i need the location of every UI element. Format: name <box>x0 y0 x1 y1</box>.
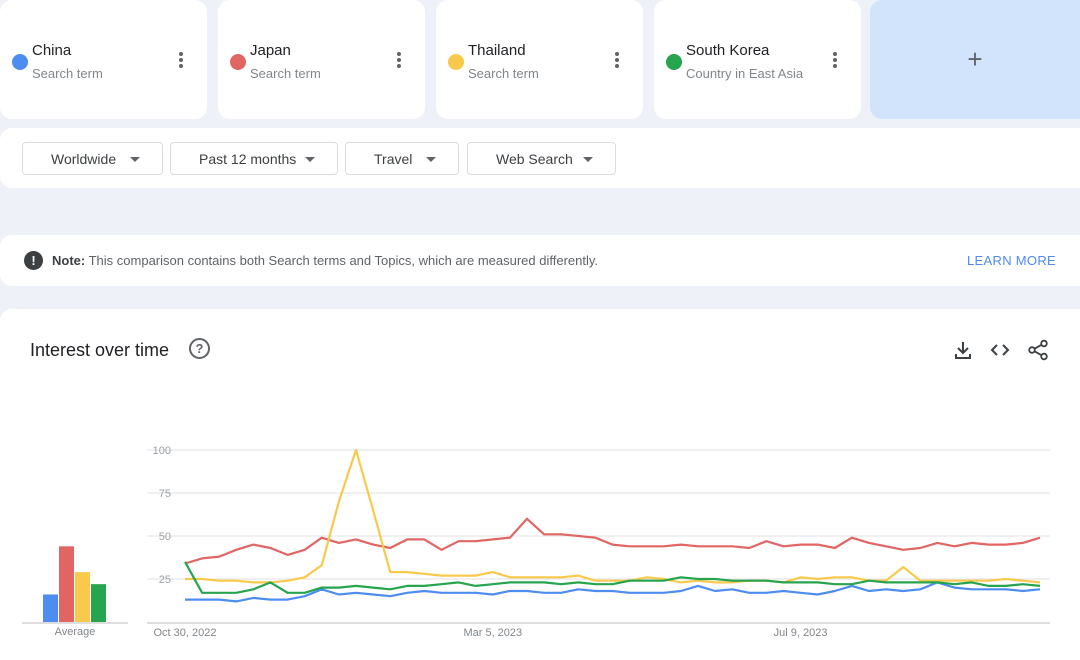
term-type: Search term <box>32 66 103 81</box>
dropdown-arrow-icon <box>583 157 593 162</box>
average-label: Average <box>54 626 96 638</box>
time-range-dropdown[interactable]: Past 12 months <box>170 142 338 175</box>
term-card-south-korea[interactable]: South Korea Country in East Asia <box>654 0 861 119</box>
search-type-label: Web Search <box>496 150 573 167</box>
term-card-thailand[interactable]: Thailand Search term <box>436 0 643 119</box>
alert-icon: ! <box>24 251 43 270</box>
y-tick-label: 100 <box>153 445 171 457</box>
dropdown-arrow-icon <box>426 157 436 162</box>
average-bar-japan <box>59 546 74 622</box>
average-bar-thailand <box>75 572 90 622</box>
x-tick-label: Mar 5, 2023 <box>463 627 522 639</box>
more-options-icon[interactable] <box>611 51 623 69</box>
series-line-south-korea[interactable] <box>184 561 1041 594</box>
term-name: Thailand <box>468 42 526 59</box>
note-label: Note: <box>52 253 86 268</box>
interest-line-chart: 25 50 75 100 Oct 30, 2022 Mar 5, 2023 Jul 9, 2… <box>147 445 1050 639</box>
category-label: Travel <box>374 150 413 167</box>
more-options-icon[interactable] <box>393 51 405 69</box>
color-dot-icon <box>230 54 246 70</box>
more-options-icon[interactable] <box>175 51 187 69</box>
help-icon[interactable]: ? <box>189 338 210 359</box>
x-tick-label: Oct 30, 2022 <box>154 627 217 639</box>
term-card-japan[interactable]: Japan Search term <box>218 0 425 119</box>
y-tick-label: 75 <box>159 488 171 500</box>
region-label: Worldwide <box>51 150 117 167</box>
series-line-thailand[interactable] <box>185 448 1041 584</box>
term-type: Search term <box>468 66 539 81</box>
search-type-dropdown[interactable]: Web Search <box>467 142 616 175</box>
download-icon[interactable] <box>952 339 974 361</box>
color-dot-icon <box>448 54 464 70</box>
y-tick-label: 25 <box>159 574 171 586</box>
region-dropdown[interactable]: Worldwide <box>22 142 163 175</box>
average-bar-chart <box>22 546 128 624</box>
time-range-label: Past 12 months <box>199 150 297 167</box>
term-name: South Korea <box>686 42 770 59</box>
series-line-japan[interactable] <box>184 517 1041 565</box>
term-name: China <box>32 42 72 59</box>
term-type: Country in East Asia <box>686 66 804 81</box>
term-card-china[interactable]: China Search term <box>0 0 207 119</box>
average-bar-china <box>43 594 58 622</box>
y-tick-label: 50 <box>159 531 171 543</box>
chart-title: Interest over time <box>30 340 170 360</box>
color-dot-icon <box>666 54 682 70</box>
more-options-icon[interactable] <box>829 51 841 69</box>
term-type: Search term <box>250 66 321 81</box>
note-message: This comparison contains both Search ter… <box>88 253 599 268</box>
dropdown-arrow-icon <box>305 157 315 162</box>
note-text: Note: This comparison contains both Sear… <box>52 253 598 268</box>
filter-bar: Worldwide Past 12 months Travel Web Sear… <box>0 128 1080 188</box>
average-bar-south-korea <box>91 584 106 622</box>
add-comparison-button[interactable]: + <box>870 0 1080 119</box>
dropdown-arrow-icon <box>130 157 140 162</box>
term-name: Japan <box>250 42 291 59</box>
comparison-note: ! Note: This comparison contains both Se… <box>0 235 1080 286</box>
interest-over-time-card: Interest over time ? Average 25 50 75 100 Oc… <box>0 309 1080 660</box>
series-line-china[interactable] <box>185 581 1041 603</box>
learn-more-link[interactable]: LEARN MORE <box>967 253 1056 268</box>
color-dot-icon <box>12 54 28 70</box>
share-icon[interactable] <box>1027 339 1049 361</box>
embed-icon[interactable] <box>989 339 1011 361</box>
x-tick-label: Jul 9, 2023 <box>774 627 828 639</box>
category-dropdown[interactable]: Travel <box>345 142 459 175</box>
